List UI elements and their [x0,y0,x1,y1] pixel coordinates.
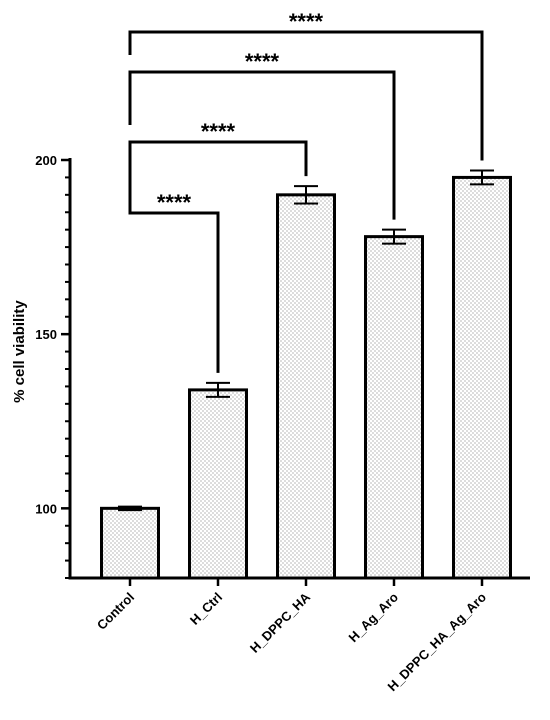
significance-label: **** [245,49,280,74]
error-bar [206,381,230,398]
y-axis-title: % cell viability [11,300,28,403]
bar [452,175,512,580]
bracket-line [128,30,484,161]
bar [188,388,248,580]
bar [276,193,336,580]
error-bar [294,185,318,205]
significance-bracket: **** [128,9,484,161]
bracket-line [128,70,396,220]
y-axis: 100 150 200 [35,153,72,580]
significance-bracket: **** [128,190,220,373]
x-tick-label: Control [94,590,137,633]
x-tick-label: H_Ctrl [187,590,225,628]
y-tick-label: 150 [35,327,57,342]
bracket-line [128,140,308,195]
significance-label: **** [201,119,236,144]
significance-bracket: **** [128,49,396,220]
error-bar [470,169,494,186]
bar [100,506,160,580]
significance-brackets: **** **** **** **** [128,9,484,373]
bracket-line [128,195,220,373]
x-tick-label: H_DPPC_HA [247,589,314,656]
significance-bracket: **** [128,119,308,195]
error-bar [118,505,142,512]
error-bar [382,228,406,245]
bar [364,235,424,580]
x-axis: Control H_Ctrl H_DPPC_HA H_Ag_AroH_DPPC_HA_… [68,576,530,694]
y-tick-label: 100 [35,501,57,516]
x-tick-label: H_DPPC_HA_Ag_Aro [385,589,490,694]
x-tick-label: H_Ag_Aro [346,589,402,645]
significance-label: **** [289,9,324,34]
error-bars [118,169,494,512]
significance-label: **** [157,190,192,215]
y-tick-label: 200 [35,153,57,168]
bars [100,175,512,580]
